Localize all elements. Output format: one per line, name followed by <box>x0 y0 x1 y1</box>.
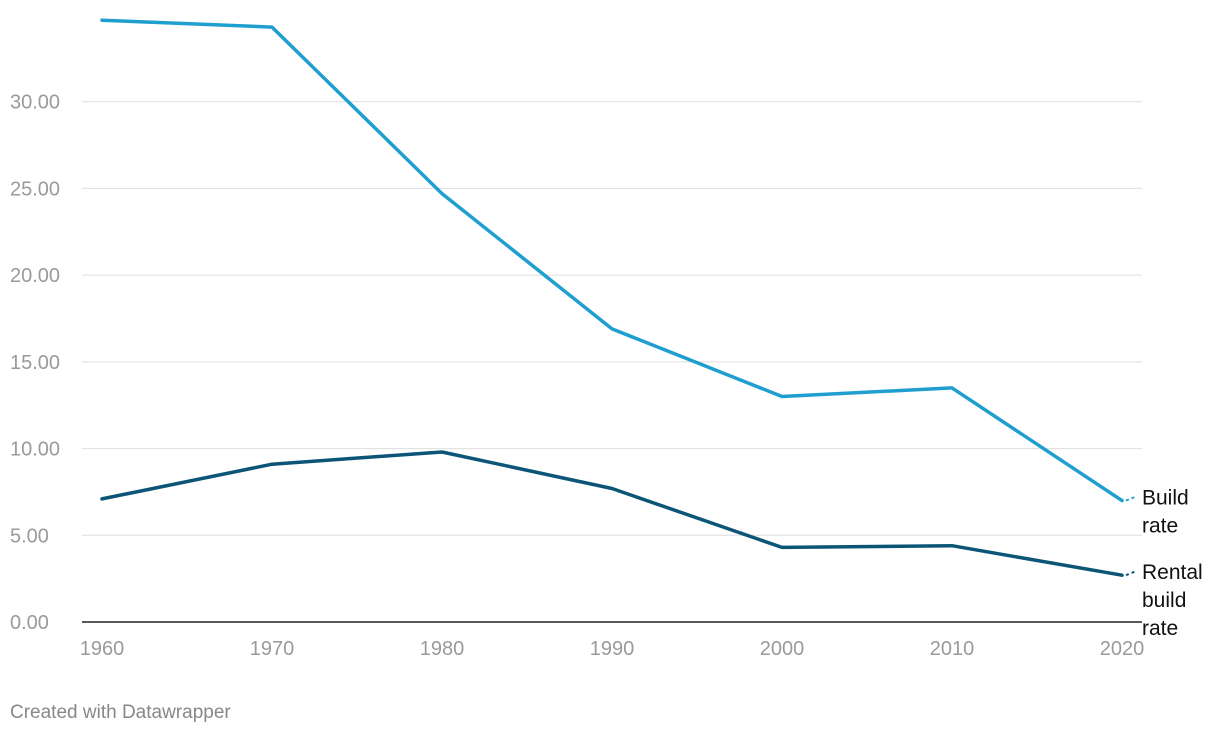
x-tick-label: 2000 <box>760 638 805 660</box>
x-tick-label: 2010 <box>930 638 975 660</box>
x-tick-label: 1970 <box>250 638 295 660</box>
y-tick-label: 5.00 <box>10 525 49 547</box>
y-tick-label: 30.00 <box>10 92 60 114</box>
series-line-0 <box>100 18 1124 503</box>
x-tick-label: 2020 <box>1100 638 1145 660</box>
series-label-line: Build <box>1142 487 1189 510</box>
series-line-1 <box>100 450 1124 577</box>
y-axis-tick-labels: 0.00 5.00 10.00 15.00 20.00 25.00 30.00 <box>10 92 60 634</box>
series-label-line: rate <box>1142 515 1178 538</box>
y-tick-label: 10.00 <box>10 439 60 461</box>
series-label-line: Rental <box>1142 561 1203 584</box>
x-tick-label: 1990 <box>590 638 635 660</box>
series-label-1: Rental build rate <box>1142 561 1203 640</box>
series-label-0: Build rate <box>1142 487 1189 538</box>
datawrapper-credit: Created with Datawrapper <box>10 702 231 723</box>
y-tick-label: 20.00 <box>10 265 60 287</box>
y-tick-label: 0.00 <box>10 612 49 634</box>
series-label-connector <box>1125 570 1137 577</box>
series-label-connector <box>1125 495 1137 502</box>
series-labels: Build rate Rental build rate <box>1142 487 1203 641</box>
series-label-line: build <box>1142 589 1186 612</box>
grid-lines <box>82 101 1142 623</box>
x-tick-label: 1980 <box>420 638 465 660</box>
y-tick-label: 15.00 <box>10 352 60 374</box>
x-axis-tick-labels: 1960 1970 1980 1990 2000 2010 2020 <box>80 638 1145 660</box>
series-lines <box>100 18 1137 577</box>
series-label-line: rate <box>1142 617 1178 640</box>
x-tick-label: 1960 <box>80 638 125 660</box>
y-tick-label: 25.00 <box>10 178 60 200</box>
